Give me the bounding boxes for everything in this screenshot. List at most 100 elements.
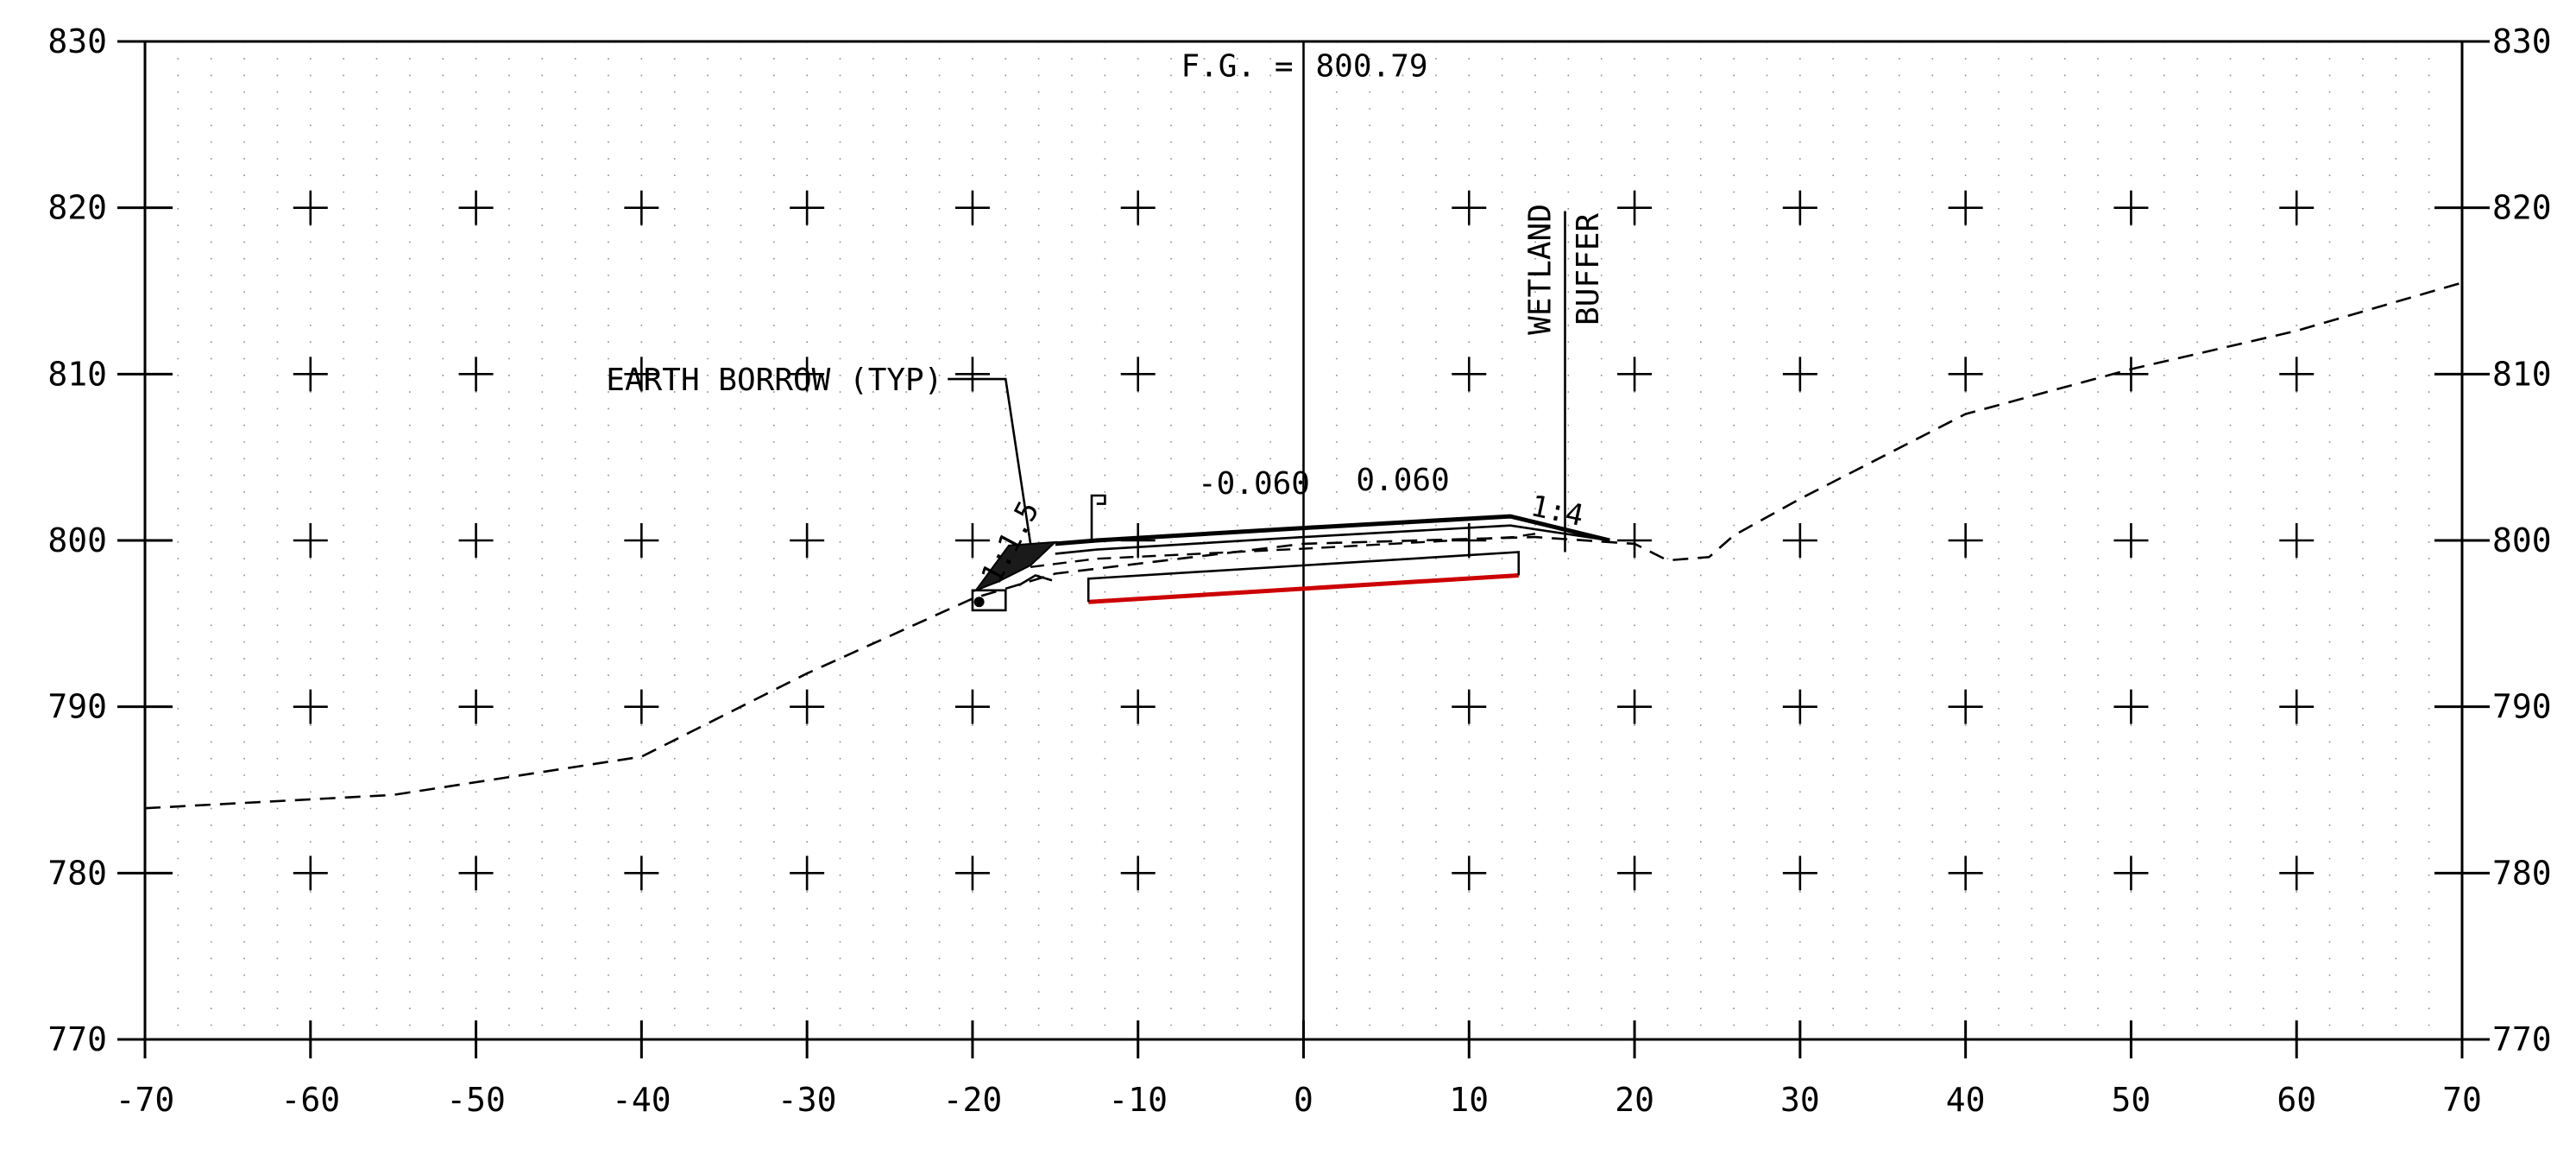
y-tick-label: 790 bbox=[47, 688, 107, 726]
grid-cross bbox=[293, 856, 328, 891]
grid-cross bbox=[1782, 523, 1817, 558]
subbase-line bbox=[1088, 573, 1519, 604]
grid-cross bbox=[2113, 523, 2149, 558]
grid-cross bbox=[1617, 856, 1653, 891]
grid-cross bbox=[790, 523, 825, 558]
grid-cross bbox=[954, 689, 990, 724]
grid-cross bbox=[2279, 689, 2315, 724]
earth-borrow-leader bbox=[948, 377, 1032, 545]
y-tick-label: 800 bbox=[2492, 521, 2552, 559]
x-tick-label: -60 bbox=[280, 1081, 340, 1119]
grid-cross bbox=[1782, 856, 1817, 891]
grid-cross bbox=[954, 523, 990, 558]
grid-cross bbox=[293, 190, 328, 225]
grid-cross bbox=[293, 357, 328, 392]
grid-cross bbox=[790, 190, 825, 225]
pavement-layer-line bbox=[1055, 524, 1610, 555]
base-layer-line bbox=[1030, 533, 1536, 568]
grid-cross bbox=[1782, 357, 1817, 392]
grid-cross bbox=[1948, 856, 1983, 891]
grid-cross bbox=[2279, 190, 2315, 225]
grid-cross bbox=[1452, 689, 1487, 724]
grid-cross bbox=[2279, 357, 2315, 392]
y-tick-label: 780 bbox=[2492, 854, 2552, 892]
x-tick-label: -10 bbox=[1108, 1081, 1168, 1119]
y-tick-label: 830 bbox=[47, 22, 107, 60]
x-tick-label: 60 bbox=[2277, 1081, 2316, 1119]
x-tick-label: 10 bbox=[1449, 1081, 1489, 1119]
x-tick-label: -40 bbox=[612, 1081, 671, 1119]
grid-cross bbox=[1452, 190, 1487, 225]
grid-cross bbox=[458, 357, 494, 392]
y-tick-label: 790 bbox=[2492, 688, 2552, 726]
grid-cross bbox=[293, 523, 328, 558]
x-ticks bbox=[143, 1020, 2464, 1058]
grid-cross bbox=[954, 856, 990, 891]
x-tick-label: 0 bbox=[1294, 1081, 1313, 1119]
x-tick-label: 20 bbox=[1615, 1081, 1654, 1119]
grid-cross bbox=[1617, 357, 1653, 392]
underdrain-box bbox=[971, 589, 1007, 612]
wetland-label: WETLAND bbox=[1522, 204, 1558, 335]
grid-cross bbox=[1452, 357, 1487, 392]
grid-cross bbox=[2113, 689, 2149, 724]
grid-cross bbox=[1120, 190, 1156, 225]
subbase-box bbox=[1086, 551, 1521, 603]
grid-cross bbox=[1617, 523, 1653, 558]
grid-cross bbox=[2279, 523, 2315, 558]
grid-cross bbox=[1948, 523, 1983, 558]
y-tick-label: 770 bbox=[2492, 1020, 2552, 1058]
cross-slope-left: -0.060 bbox=[1198, 466, 1310, 502]
y-tick-label: 770 bbox=[47, 1020, 107, 1058]
existing-ground-line bbox=[144, 281, 2463, 810]
earth-borrow-hatch bbox=[973, 540, 1058, 592]
fg-value: 800.79 bbox=[1316, 48, 1428, 84]
grid-cross bbox=[790, 357, 825, 392]
grid-cross bbox=[1948, 357, 1983, 392]
grid-cross bbox=[293, 689, 328, 724]
x-tick-label: -20 bbox=[943, 1081, 1003, 1119]
grid-cross bbox=[1617, 689, 1653, 724]
grid-cross bbox=[1948, 190, 1983, 225]
y-tick-label: 800 bbox=[47, 521, 107, 559]
y-tick-label: 810 bbox=[47, 355, 107, 393]
y-tick-labels-right: 770 780 790 800 810 820 830 bbox=[2492, 22, 2552, 1058]
grid-cross bbox=[624, 357, 659, 392]
toe-detail bbox=[1017, 574, 1053, 587]
grid-cross bbox=[624, 523, 659, 558]
fg-label: F.G. = bbox=[1181, 48, 1293, 84]
grid-cross bbox=[954, 190, 990, 225]
series-layer bbox=[144, 281, 2463, 810]
grid-cross bbox=[1948, 689, 1983, 724]
underdrain-pipe bbox=[973, 597, 985, 608]
y-tick-label: 820 bbox=[2492, 189, 2552, 227]
grid-cross bbox=[1120, 357, 1156, 392]
grid-cross bbox=[458, 856, 494, 891]
proposed-grade-line bbox=[1055, 514, 1610, 546]
roadway-section-details bbox=[971, 494, 1610, 612]
x-tick-label: 30 bbox=[1780, 1081, 1820, 1119]
guard-post bbox=[1090, 494, 1106, 540]
grid-cross bbox=[2113, 357, 2149, 392]
grid-cross bbox=[458, 689, 494, 724]
buffer-label: BUFFER bbox=[1571, 213, 1606, 325]
earth-borrow-label: EARTH BORROW (TYP) bbox=[606, 363, 942, 398]
grid-cross bbox=[790, 856, 825, 891]
grid-cross bbox=[954, 357, 990, 392]
grid-cross bbox=[2113, 190, 2149, 225]
grid-cross bbox=[624, 190, 659, 225]
cross-slope-right: 0.060 bbox=[1356, 463, 1449, 498]
grid-cross bbox=[2113, 856, 2149, 891]
y-ticks bbox=[117, 40, 2490, 1041]
grid-cross bbox=[458, 523, 494, 558]
grid-cross bbox=[1452, 856, 1487, 891]
grid-cross bbox=[624, 689, 659, 724]
y-tick-label: 820 bbox=[47, 189, 107, 227]
x-tick-labels: -70 -60 -50 -40 -30 -20 -10 0 10 20 30 40 50 60 70 bbox=[116, 1081, 2482, 1119]
y-tick-label: 830 bbox=[2492, 22, 2552, 60]
x-tick-label: 70 bbox=[2442, 1081, 2482, 1119]
grid-cross bbox=[624, 856, 659, 891]
grid-cross bbox=[1120, 856, 1156, 891]
